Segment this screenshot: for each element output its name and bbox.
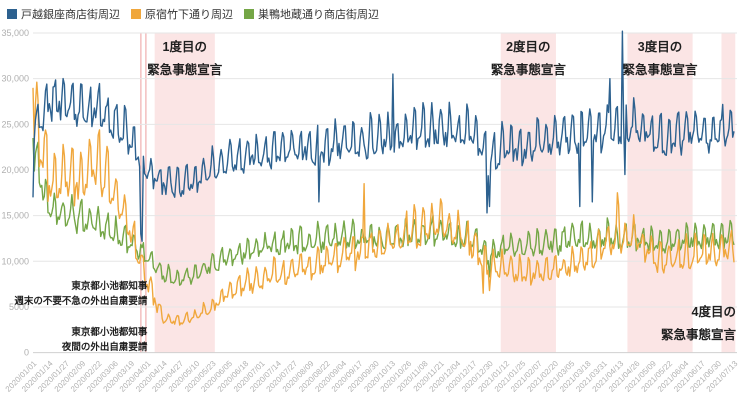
annotation-emergency-3: 3度目の 緊急事態宣言	[600, 36, 720, 82]
annotation-koike-weekend-line2: 週末の不要不急の外出自粛要請	[14, 296, 148, 307]
emergency-band-sev2	[500, 33, 556, 353]
y-tick-label-30000: 30,000	[1, 74, 29, 84]
y-tick-label-15000: 15,000	[1, 211, 29, 221]
annotation-emergency-2-line2: 緊急事態宣言	[490, 63, 566, 77]
annotation-koike-weekend-line1: 東京都小池都知事	[71, 281, 148, 292]
chart-legend: 戸越銀座商店街周辺 原宿竹下通り周辺 巣鴨地蔵通り商店街周辺	[7, 6, 379, 22]
series-line-togoshi	[32, 30, 735, 242]
legend-item-togoshi: 戸越銀座商店街周辺	[7, 6, 120, 22]
legend-item-harajuku: 原宿竹下通り周辺	[131, 6, 233, 22]
legend-swatch-harajuku-icon	[131, 9, 141, 19]
emergency-band-sev3	[627, 33, 693, 353]
legend-label-harajuku: 原宿竹下通り周辺	[145, 9, 233, 21]
y-tick-label-5000: 5000	[9, 302, 29, 312]
annotation-emergency-4: 4度目の 緊急事態宣言	[576, 301, 736, 347]
annotation-koike-night-line2: 夜間の外出自粛要請	[61, 342, 148, 353]
legend-label-sugamo: 巣鴨地蔵通り商店街周辺	[258, 9, 379, 21]
annotation-emergency-1: 1度目の 緊急事態宣言	[125, 36, 245, 82]
annotation-koike-night-request: 東京都小池都知事 夜間の外出自粛要請	[62, 325, 148, 355]
annotation-emergency-2: 2度目の 緊急事態宣言	[468, 36, 588, 82]
annotation-emergency-4-line2: 緊急事態宣言	[660, 328, 736, 342]
annotation-emergency-2-line1: 2度目の	[506, 40, 551, 54]
y-tick-label-10000: 10,000	[1, 256, 29, 266]
series-line-harajuku	[32, 81, 735, 326]
legend-swatch-sugamo-icon	[244, 9, 254, 19]
annotation-emergency-3-line1: 3度目の	[637, 40, 683, 54]
y-tick-label-35000: 35,000	[1, 28, 29, 38]
y-tick-label-25000: 25,000	[1, 119, 29, 129]
legend-swatch-togoshi-icon	[7, 9, 17, 19]
y-tick-label-0: 0	[24, 348, 29, 358]
emergency-band-sev1	[154, 33, 215, 353]
annotation-emergency-4-line1: 4度目の	[691, 305, 736, 319]
annotation-emergency-1-line2: 緊急事態宣言	[147, 63, 223, 77]
legend-label-togoshi: 戸越銀座商店街周辺	[21, 9, 120, 21]
annotation-koike-night-line1: 東京都小池都知事	[71, 327, 148, 338]
annotation-emergency-1-line1: 1度目の	[162, 40, 207, 54]
annotation-emergency-3-line2: 緊急事態宣言	[622, 63, 698, 77]
series-line-sugamo	[32, 137, 735, 286]
legend-item-sugamo: 巣鴨地蔵通り商店街周辺	[244, 6, 379, 22]
annotation-koike-weekend-request: 東京都小池都知事 週末の不要不急の外出自粛要請	[14, 279, 147, 309]
y-tick-label-20000: 20,000	[1, 165, 29, 175]
